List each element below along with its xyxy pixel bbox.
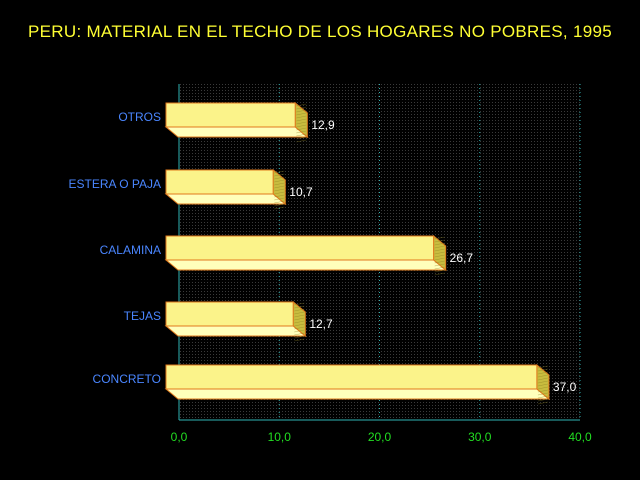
bar xyxy=(165,364,538,390)
bar-side-hatch xyxy=(537,401,548,405)
bar-side-hatch xyxy=(434,239,445,243)
bar-bottom-face xyxy=(164,388,551,400)
category-label: CALAMINA xyxy=(100,243,161,257)
bar-side-hatch xyxy=(296,130,307,134)
bar-side-hatch xyxy=(274,173,285,177)
bar-side-hatch xyxy=(274,203,285,207)
bar-side-hatch xyxy=(537,398,548,402)
bar-side-hatch xyxy=(294,314,305,318)
bar-side-hatch xyxy=(294,323,305,327)
bar-side-hatch xyxy=(537,392,548,396)
bar-side-hatch xyxy=(537,371,548,375)
bar-side-hatch xyxy=(274,188,285,192)
bar-side-hatch xyxy=(434,272,445,276)
bar-side-hatch xyxy=(537,383,548,387)
bar-side-hatch xyxy=(296,106,307,110)
bar-bottom-face xyxy=(164,193,287,205)
bar-side-hatch xyxy=(294,305,305,309)
value-label: 37,0 xyxy=(553,380,577,394)
bar-side-hatch xyxy=(294,308,305,312)
bar-side-hatch xyxy=(294,302,305,306)
bar-side-hatch xyxy=(537,395,548,399)
category-label: TEJAS xyxy=(124,309,161,323)
bar-side-hatch xyxy=(434,263,445,267)
x-tick-label: 40,0 xyxy=(568,430,592,444)
bar-side-hatch xyxy=(294,311,305,315)
bar-side-hatch xyxy=(434,242,445,246)
bar-side-hatch xyxy=(537,368,548,372)
bar-side-hatch xyxy=(296,136,307,140)
bar-side-hatch xyxy=(537,374,548,378)
bar-side-hatch xyxy=(434,251,445,255)
bar-side-hatch xyxy=(434,257,445,261)
bar-side-hatch xyxy=(296,133,307,137)
bar-side-hatch xyxy=(296,124,307,128)
bar-bottom-face xyxy=(164,259,448,271)
bar-side-hatch xyxy=(296,139,307,143)
bar-side-hatch xyxy=(537,386,548,390)
bar-side-hatch xyxy=(537,377,548,381)
bar-side-hatch xyxy=(274,197,285,201)
value-label: 12,7 xyxy=(309,317,333,331)
bar xyxy=(165,235,435,261)
bar-side-hatch xyxy=(434,236,445,240)
bar-side-hatch xyxy=(296,112,307,116)
bar-side-hatch xyxy=(296,103,307,107)
bar-side-hatch xyxy=(294,335,305,339)
value-label: 10,7 xyxy=(289,185,313,199)
bar-side-hatch xyxy=(274,182,285,186)
x-tick-label: 0,0 xyxy=(171,430,188,444)
bar-side-hatch xyxy=(294,329,305,333)
bar-side-hatch xyxy=(274,194,285,198)
bar-side-hatch xyxy=(296,118,307,122)
bar-side-hatch xyxy=(274,185,285,189)
category-label: CONCRETO xyxy=(93,372,161,386)
bar xyxy=(165,301,294,327)
x-tick-label: 10,0 xyxy=(268,430,292,444)
category-label: OTROS xyxy=(118,110,161,124)
bar-side-hatch xyxy=(274,200,285,204)
bar-side-hatch xyxy=(274,179,285,183)
bar-side-hatch xyxy=(274,206,285,210)
value-label: 26,7 xyxy=(450,251,474,265)
chart-title: PERU: MATERIAL EN EL TECHO DE LOS HOGARE… xyxy=(28,22,612,41)
x-tick-label: 20,0 xyxy=(368,430,392,444)
bar-side-hatch xyxy=(434,266,445,270)
bar-side-hatch xyxy=(294,320,305,324)
bar-side-hatch xyxy=(296,115,307,119)
bar-side-hatch xyxy=(434,269,445,273)
bar-side-hatch xyxy=(434,245,445,249)
value-label: 12,9 xyxy=(311,118,335,132)
bar-bottom-face xyxy=(164,126,309,138)
bar-side-hatch xyxy=(294,326,305,330)
x-tick-label: 30,0 xyxy=(468,430,492,444)
bar-side-hatch xyxy=(294,338,305,342)
bar-side-hatch xyxy=(434,248,445,252)
bar-side-hatch xyxy=(274,176,285,180)
bar-side-hatch xyxy=(434,260,445,264)
bar xyxy=(165,102,296,128)
category-label: ESTERA O PAJA xyxy=(69,177,161,191)
bar-side-hatch xyxy=(537,389,548,393)
bar-side-hatch xyxy=(294,332,305,336)
bar-side-hatch xyxy=(537,365,548,369)
bar-side-hatch xyxy=(296,121,307,125)
bar-side-hatch xyxy=(296,127,307,131)
bar-side-hatch xyxy=(274,170,285,174)
bar-side-hatch xyxy=(296,109,307,113)
bar-side-hatch xyxy=(274,191,285,195)
bar xyxy=(165,169,274,195)
bar-side-hatch xyxy=(434,254,445,258)
bar-bottom-face xyxy=(164,325,307,337)
bar-side-hatch xyxy=(294,317,305,321)
bar-side-hatch xyxy=(537,380,548,384)
